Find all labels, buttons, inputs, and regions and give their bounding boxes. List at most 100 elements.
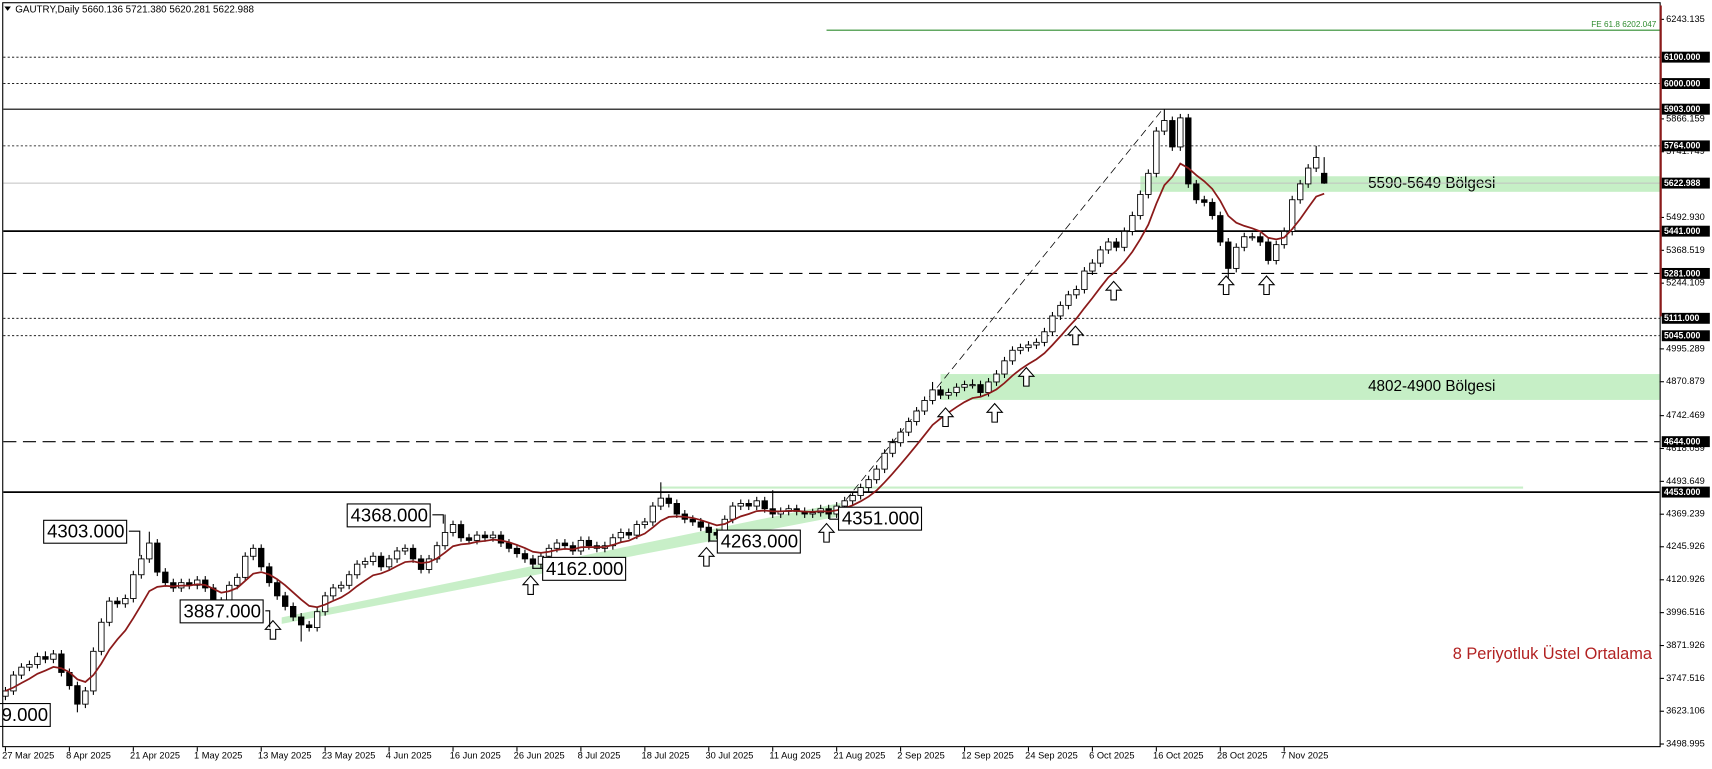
candle-body bbox=[1169, 120, 1176, 148]
x-tick-label: 21 Aug 2025 bbox=[833, 750, 885, 760]
candle-body bbox=[313, 611, 321, 628]
candle-body bbox=[154, 542, 161, 573]
candle-body bbox=[194, 579, 201, 586]
candle-body bbox=[745, 503, 752, 507]
x-tick-label: 11 Aug 2025 bbox=[769, 750, 820, 760]
level-label: 6000.000 bbox=[1664, 78, 1701, 88]
candle-body bbox=[457, 524, 465, 539]
candle-body bbox=[305, 624, 313, 628]
candle-body bbox=[1129, 215, 1136, 232]
candle-body bbox=[1105, 241, 1112, 251]
x-tick-label: 18 Jul 2025 bbox=[642, 750, 690, 760]
candle-body bbox=[385, 558, 393, 568]
candle-body bbox=[1289, 199, 1296, 232]
candle-body bbox=[1233, 246, 1240, 269]
candle-body bbox=[74, 685, 81, 705]
candle-body bbox=[1313, 157, 1320, 169]
candle-body bbox=[857, 487, 864, 496]
y-tick-label: 4493.649 bbox=[1666, 476, 1705, 486]
plot-frame bbox=[2, 2, 1661, 748]
y-tick-label: 4995.289 bbox=[1666, 343, 1705, 353]
candle-body bbox=[441, 532, 449, 547]
callout-box bbox=[542, 556, 627, 581]
candle-body bbox=[1065, 294, 1072, 306]
candle-body bbox=[361, 561, 369, 565]
candle-body bbox=[345, 574, 353, 586]
up-arrow bbox=[1217, 275, 1235, 296]
candle-body bbox=[98, 621, 105, 652]
candle-body bbox=[50, 653, 57, 660]
candle-body bbox=[1001, 360, 1008, 375]
callout-connector bbox=[709, 532, 718, 542]
candle-body bbox=[1209, 201, 1216, 217]
y-tick-label: 4245.926 bbox=[1666, 541, 1705, 551]
callout-box bbox=[0, 703, 51, 728]
level-label: 4453.000 bbox=[1664, 487, 1701, 497]
candle-body bbox=[1009, 349, 1016, 362]
candle-body bbox=[162, 571, 169, 584]
candle-body bbox=[82, 690, 89, 705]
candle-body bbox=[258, 547, 265, 568]
candle-body bbox=[130, 574, 137, 599]
candle-body bbox=[1193, 183, 1200, 201]
candle-body bbox=[1145, 172, 1152, 195]
callout-connector bbox=[265, 610, 271, 628]
candle-body bbox=[1273, 244, 1280, 261]
level-tag bbox=[1661, 140, 1710, 152]
candle-body bbox=[1089, 262, 1096, 272]
candle-body bbox=[625, 532, 633, 536]
candle-body bbox=[329, 587, 337, 597]
candle-body bbox=[1057, 304, 1064, 317]
callout-connector bbox=[432, 514, 444, 524]
level-label: 5764.000 bbox=[1664, 141, 1701, 151]
candle-body bbox=[146, 542, 153, 560]
up-arrow bbox=[1257, 275, 1276, 296]
callout-connector bbox=[829, 512, 839, 520]
candle-body bbox=[553, 542, 561, 549]
level-label: 5903.000 bbox=[1664, 104, 1701, 114]
candle-body bbox=[921, 400, 928, 412]
level-tag bbox=[1661, 267, 1710, 279]
candle-body bbox=[369, 555, 377, 562]
x-tick-label: 27 Mar 2025 bbox=[2, 750, 54, 760]
candle-body bbox=[1265, 241, 1272, 261]
candle-body bbox=[1201, 199, 1208, 203]
candle-body bbox=[58, 653, 65, 673]
candle-body bbox=[18, 666, 25, 676]
callout-label: 4162.000 bbox=[546, 558, 623, 579]
level-tag bbox=[1661, 330, 1710, 342]
candle-body bbox=[282, 595, 289, 607]
candle-body bbox=[114, 600, 121, 605]
candle-body bbox=[1177, 117, 1184, 148]
x-tick-label: 2 Sep 2025 bbox=[897, 750, 944, 760]
candle-body bbox=[1113, 241, 1120, 248]
candle-body bbox=[953, 386, 960, 393]
level-label: 5045.000 bbox=[1664, 331, 1701, 341]
level-tag bbox=[1661, 225, 1710, 237]
up-arrow bbox=[1104, 280, 1123, 301]
x-tick-label: 13 May 2025 bbox=[258, 750, 312, 760]
candle-body bbox=[42, 656, 49, 660]
candle-body bbox=[577, 539, 585, 552]
level-label: 5111.000 bbox=[1664, 313, 1700, 323]
candle-body bbox=[1073, 289, 1080, 296]
candle-body bbox=[1137, 194, 1144, 217]
y-tick-label: 4742.469 bbox=[1666, 410, 1705, 420]
x-tick-label: 16 Jun 2025 bbox=[450, 750, 501, 760]
y-tick-label: 3498.995 bbox=[1666, 738, 1705, 748]
callout-connector bbox=[532, 558, 543, 569]
candle-body bbox=[761, 500, 768, 510]
candle-body bbox=[649, 505, 656, 523]
y-tick-label: 3996.516 bbox=[1666, 607, 1705, 617]
callout-label: 3887.000 bbox=[184, 600, 261, 621]
candle-body bbox=[449, 524, 457, 533]
callout-label: 9.000 bbox=[2, 704, 48, 725]
up-arrow bbox=[1066, 325, 1085, 346]
callout-box bbox=[346, 503, 431, 528]
callout-label: 4263.000 bbox=[721, 531, 798, 552]
level-tag bbox=[1661, 78, 1710, 90]
candle-body bbox=[1017, 347, 1024, 351]
x-tick-label: 4 Jun 2025 bbox=[386, 750, 432, 760]
